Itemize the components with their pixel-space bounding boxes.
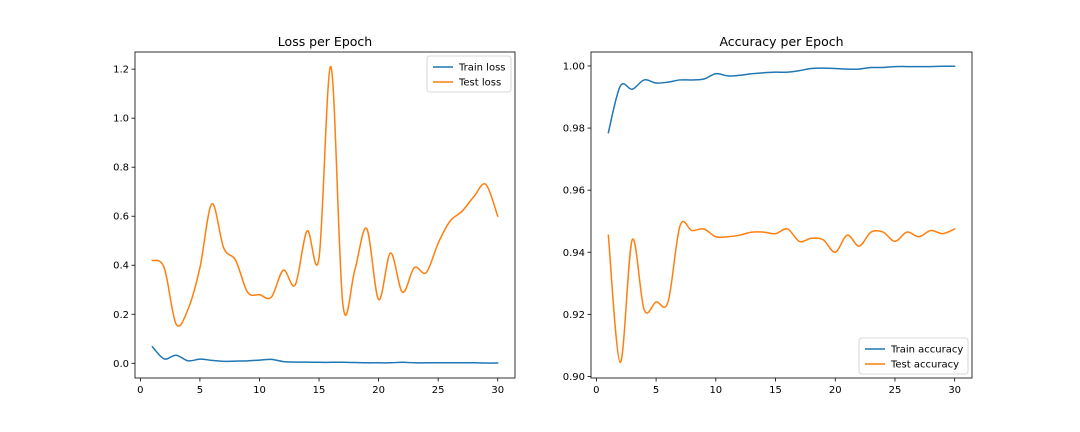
accuracy-y-tick-label: 0.98 (563, 124, 585, 135)
loss-x-tick-label: 25 (432, 385, 445, 396)
loss-y-tick-label: 0.8 (113, 163, 129, 174)
loss-y-tick-label: 0.2 (113, 310, 129, 321)
accuracy-y-tick-label: 0.96 (563, 186, 585, 197)
accuracy-chart: Accuracy per Epoch 0 5 10 15 20 25 30 0.90 0.92 0… (563, 34, 973, 396)
accuracy-x-tick-label: 5 (653, 385, 659, 396)
loss-legend-label: Train loss (458, 63, 506, 74)
accuracy-x-tick-label: 25 (889, 385, 902, 396)
accuracy-x-tick-label: 30 (948, 385, 961, 396)
loss-legend-label: Test loss (458, 78, 501, 89)
accuracy-x-tick-label: 0 (593, 385, 599, 396)
loss-chart-title: Loss per Epoch (278, 34, 372, 49)
accuracy-legend-label: Train accuracy (890, 345, 963, 356)
loss-axes-frame (134, 51, 516, 379)
accuracy-y-tick-label: 0.92 (563, 310, 585, 321)
accuracy-legend-box (858, 337, 969, 375)
loss-legend: Train loss Test loss (426, 55, 512, 93)
loss-y-tick-label: 1.0 (113, 114, 129, 125)
loss-x-tick-label: 30 (491, 385, 504, 396)
loss-chart: Loss per Epoch 0 5 10 15 20 25 30 0.0 0.2 0.4 0.6 0… (113, 34, 516, 396)
accuracy-y-tick-label: 0.90 (563, 372, 585, 383)
accuracy-x-tick-label: 20 (829, 385, 842, 396)
loss-series-line-train-loss (151, 345, 499, 364)
loss-x-tick-label: 20 (372, 385, 385, 396)
loss-y-tick-label: 1.2 (113, 65, 129, 76)
accuracy-legend-label: Test accuracy (890, 360, 959, 371)
accuracy-y-tick-label: 1.00 (563, 61, 585, 72)
accuracy-axes-frame (590, 51, 973, 379)
accuracy-chart-title: Accuracy per Epoch (719, 34, 843, 49)
loss-x-tick-label: 5 (197, 385, 203, 396)
loss-legend-box (426, 55, 512, 93)
loss-series-line-test-loss (151, 65, 499, 327)
loss-x-tick-label: 15 (313, 385, 326, 396)
accuracy-legend: Train accuracy Test accuracy (858, 337, 969, 375)
loss-y-tick-label: 0.4 (113, 261, 129, 272)
loss-x-tick-label: 10 (253, 385, 266, 396)
loss-y-tick-label: 0.0 (113, 359, 129, 370)
accuracy-series-line-test-accuracy (607, 220, 956, 364)
accuracy-series-line-train-accuracy (607, 65, 956, 134)
accuracy-x-tick-label: 10 (709, 385, 722, 396)
loss-x-tick-label: 0 (137, 385, 143, 396)
accuracy-y-tick-label: 0.94 (563, 248, 585, 259)
accuracy-x-tick-label: 15 (769, 385, 782, 396)
loss-y-tick-label: 0.6 (113, 212, 129, 223)
